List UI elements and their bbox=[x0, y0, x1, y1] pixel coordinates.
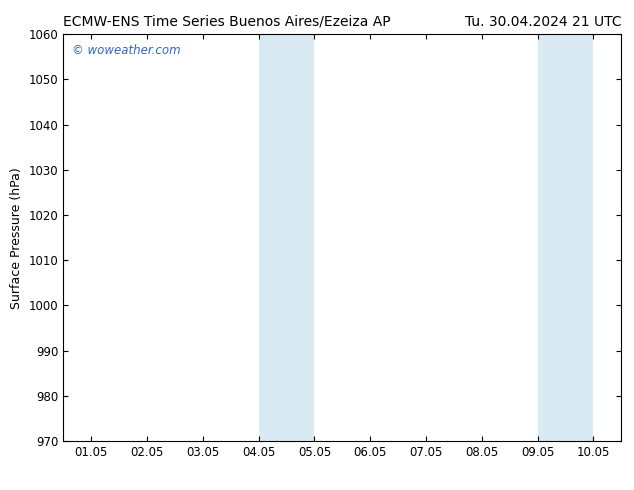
Text: © woweather.com: © woweather.com bbox=[72, 45, 181, 57]
Text: Tu. 30.04.2024 21 UTC: Tu. 30.04.2024 21 UTC bbox=[465, 15, 621, 29]
Bar bbox=[259, 34, 314, 441]
Text: ECMW-ENS Time Series Buenos Aires/Ezeiza AP: ECMW-ENS Time Series Buenos Aires/Ezeiza… bbox=[63, 15, 391, 29]
Y-axis label: Surface Pressure (hPa): Surface Pressure (hPa) bbox=[10, 167, 23, 309]
Bar bbox=[538, 34, 593, 441]
